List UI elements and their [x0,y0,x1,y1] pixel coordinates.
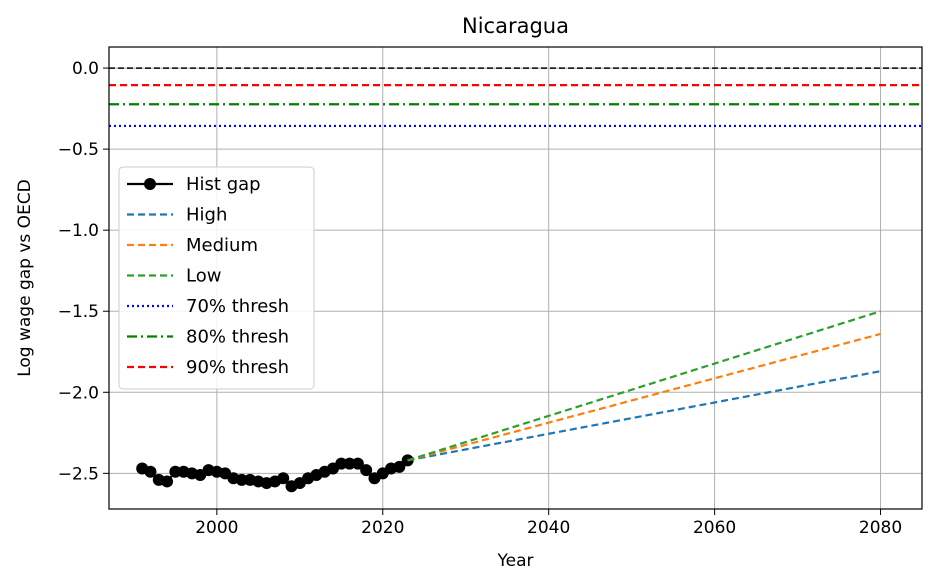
series-high [407,370,881,462]
y-tick-label: −1.0 [58,221,99,241]
hist-gap-point [335,457,348,470]
plot-frame [108,46,923,510]
legend-label: 70% thresh [186,296,289,317]
legend-marker [144,178,156,190]
x-axis-label: Year [497,551,534,571]
legend-label: 80% thresh [186,327,289,348]
legend-label: Hist gap [186,174,261,195]
x-tick-label: 2060 [693,518,736,538]
y-tick-label: −0.5 [58,140,99,160]
y-tick-label: −2.5 [58,464,99,484]
hist-gap-point [343,457,356,470]
legend-label: High [186,205,227,226]
series-low [407,310,881,462]
hist-gap-point [393,460,406,473]
y-axis-label: Log wage gap vs OECD [15,179,35,377]
legend-label: Medium [186,235,258,256]
hist-gap-point [277,472,290,485]
x-tick-label: 2000 [195,518,238,538]
hist-gap-point [360,464,373,477]
y-tick-label: −2.0 [58,383,99,403]
legend: Hist gap High Medium Low 70% thresh 80% thres… [118,166,315,390]
hist-gap-point [144,465,157,478]
hist-gap-point [351,457,364,470]
legend-frame [118,166,315,390]
chart-title: Nicaragua [462,14,569,38]
x-tick-label: 2080 [859,518,902,538]
legend-label: 90% thresh [186,357,289,378]
y-tick-label: 0.0 [72,59,99,79]
x-tick-label: 2020 [361,518,404,538]
plot-area [109,67,922,493]
hist-gap-point [169,465,182,478]
series-medium [407,332,881,462]
hist-gap-point [161,475,174,488]
y-tick-label: −1.5 [58,302,99,322]
axis-ticks: 2000 2020 2040 2060 2080 0.0 −0.5 −1.0 −1.5 −2.0 −… [58,59,902,538]
hist-gap-point [235,473,248,486]
legend-label: Low [186,266,221,287]
x-tick-label: 2040 [527,518,570,538]
